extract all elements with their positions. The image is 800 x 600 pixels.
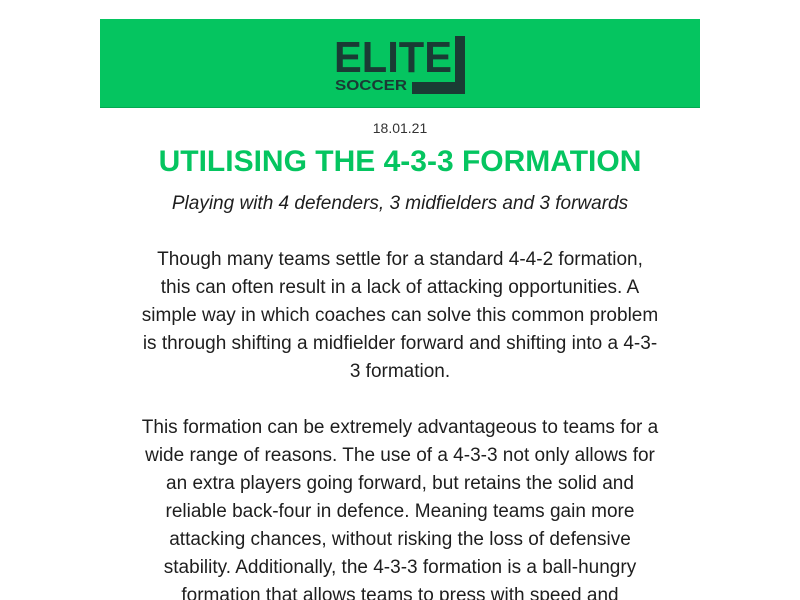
logo-sub-text: SOCCER (335, 77, 407, 94)
logo-bracket-horizontal (412, 82, 465, 94)
article-paragraph-2: This formation can be extremely advantag… (141, 417, 659, 600)
article-paragraph-1: Though many teams settle for a standard … (141, 249, 659, 382)
header-banner (100, 19, 700, 108)
article-date: 18.01.21 (372, 120, 428, 136)
logo-main-text: ELITE (334, 33, 452, 82)
logo-bracket-vertical (455, 36, 465, 94)
article-subtitle: Playing with 4 defenders, 3 midfielders … (171, 193, 629, 214)
elite-soccer-logo: ELITE SOCCER (334, 33, 465, 94)
article-title: UTILISING THE 4-3-3 FORMATION (158, 145, 642, 178)
